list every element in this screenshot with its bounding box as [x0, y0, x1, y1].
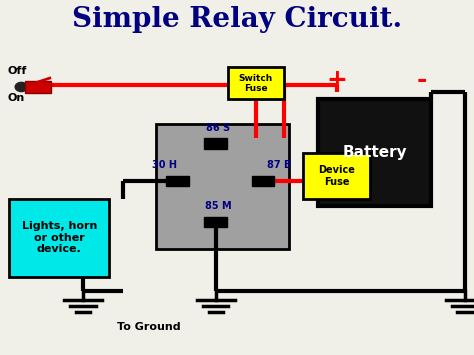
- Circle shape: [15, 82, 27, 92]
- Bar: [25, 81, 51, 93]
- Bar: [303, 153, 370, 199]
- Bar: [204, 138, 227, 149]
- Text: Simple Relay Circuit.: Simple Relay Circuit.: [72, 6, 402, 33]
- Text: Device
Fuse: Device Fuse: [318, 165, 355, 186]
- Text: 85 M: 85 M: [205, 201, 231, 211]
- Bar: [318, 99, 431, 206]
- Text: On: On: [7, 93, 24, 103]
- Text: +: +: [326, 68, 347, 92]
- Text: -: -: [417, 68, 427, 92]
- Bar: [166, 176, 189, 186]
- Text: 86 S: 86 S: [206, 123, 230, 133]
- Bar: [252, 176, 274, 186]
- Text: Battery: Battery: [342, 145, 407, 160]
- Text: Switch
Fuse: Switch Fuse: [239, 74, 273, 93]
- Text: 87 B: 87 B: [267, 160, 292, 170]
- Text: Lights, horn
or other
device.: Lights, horn or other device.: [21, 221, 97, 255]
- Bar: [156, 124, 289, 248]
- Bar: [204, 217, 227, 227]
- Text: To Ground: To Ground: [118, 322, 181, 332]
- Text: Off: Off: [7, 66, 27, 76]
- Text: 30 H: 30 H: [152, 160, 176, 170]
- Bar: [9, 199, 109, 277]
- Bar: [228, 67, 284, 99]
